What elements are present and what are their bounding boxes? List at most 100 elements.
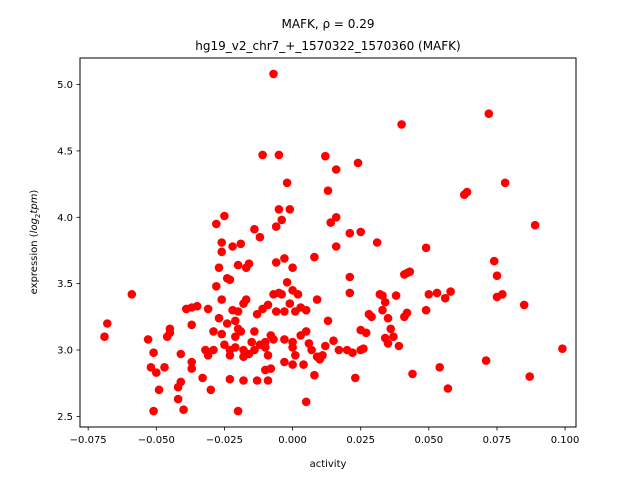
- y-axis-label-subscript: 2: [34, 214, 42, 218]
- data-point: [250, 345, 259, 355]
- data-point: [323, 316, 333, 326]
- data-point: [285, 205, 295, 214]
- data-point: [143, 335, 153, 344]
- data-point: [277, 290, 287, 299]
- data-point: [389, 332, 398, 342]
- data-point: [299, 360, 308, 369]
- data-point: [353, 158, 363, 168]
- data-point: [321, 151, 330, 161]
- data-point: [326, 218, 336, 227]
- data-point: [356, 227, 366, 237]
- data-point: [231, 332, 240, 342]
- data-point: [530, 220, 540, 230]
- data-point: [351, 373, 360, 383]
- data-point: [492, 271, 502, 281]
- data-point: [233, 406, 243, 416]
- data-point: [405, 267, 415, 277]
- data-point: [432, 288, 442, 298]
- data-point: [250, 224, 259, 234]
- data-point: [331, 165, 341, 174]
- data-point: [233, 260, 243, 270]
- data-point: [359, 344, 368, 354]
- data-point: [334, 345, 344, 355]
- data-point: [271, 222, 281, 231]
- x-tick-label: 0.025: [346, 435, 375, 446]
- x-tick-label: −0.050: [138, 435, 175, 446]
- x-tick-label: −0.075: [70, 435, 107, 446]
- data-point: [435, 363, 445, 372]
- data-point: [154, 385, 164, 395]
- data-point: [280, 357, 289, 367]
- data-point: [252, 309, 262, 319]
- data-point: [198, 373, 207, 383]
- data-point: [323, 186, 333, 195]
- data-point: [345, 228, 355, 238]
- data-point: [214, 263, 224, 273]
- data-point: [103, 319, 112, 328]
- data-point: [440, 293, 450, 303]
- data-point: [203, 351, 213, 360]
- y-tick-label: 4.5: [57, 146, 73, 157]
- data-point: [187, 320, 196, 330]
- data-point: [372, 238, 382, 247]
- data-point: [209, 345, 218, 355]
- data-point: [307, 345, 316, 355]
- data-point: [301, 327, 311, 336]
- data-point: [220, 340, 229, 350]
- data-point: [288, 360, 297, 369]
- data-point: [498, 290, 507, 299]
- y-tick-label: 2.5: [57, 412, 73, 423]
- data-point: [263, 376, 273, 385]
- data-point: [274, 205, 284, 214]
- data-point: [274, 150, 284, 160]
- data-point: [236, 239, 246, 249]
- data-point: [149, 406, 158, 416]
- data-point: [318, 351, 327, 360]
- data-point: [127, 290, 137, 299]
- x-tick-label: 0.050: [415, 435, 444, 446]
- data-point: [214, 313, 224, 323]
- data-point: [220, 211, 229, 221]
- data-point: [321, 341, 330, 351]
- data-point: [212, 219, 221, 229]
- data-point: [261, 337, 270, 347]
- data-point: [443, 384, 453, 393]
- data-point: [312, 295, 322, 304]
- data-point: [217, 295, 226, 304]
- data-point: [149, 348, 158, 358]
- data-point: [277, 215, 287, 225]
- data-point: [558, 344, 567, 354]
- data-point: [225, 275, 235, 285]
- data-point: [255, 232, 265, 242]
- y-tick-label: 4.0: [57, 213, 73, 224]
- data-point: [233, 307, 243, 316]
- data-point: [160, 363, 169, 372]
- data-point: [269, 69, 278, 79]
- data-point: [206, 385, 216, 395]
- data-point: [263, 300, 273, 310]
- y-axis-label-tpm: tpm: [29, 193, 40, 213]
- data-point: [176, 377, 186, 387]
- x-tick-label: 0.100: [551, 435, 580, 446]
- data-point: [271, 258, 281, 267]
- data-point: [179, 405, 188, 415]
- data-point: [187, 364, 196, 373]
- data-point: [394, 341, 404, 351]
- data-point: [209, 327, 218, 336]
- y-axis-label-suffix: ): [29, 190, 40, 194]
- y-tick-label: 3.5: [57, 279, 73, 290]
- data-point: [173, 394, 183, 404]
- data-point: [280, 307, 289, 316]
- data-point: [291, 351, 300, 360]
- data-point: [212, 282, 221, 291]
- data-point: [462, 187, 472, 197]
- data-point: [288, 343, 297, 352]
- data-point: [481, 356, 491, 365]
- data-point: [301, 305, 311, 315]
- y-axis-label-log: log: [29, 218, 40, 233]
- data-point: [397, 120, 406, 129]
- data-point: [378, 291, 387, 300]
- data-point: [500, 178, 510, 188]
- data-point: [269, 335, 278, 344]
